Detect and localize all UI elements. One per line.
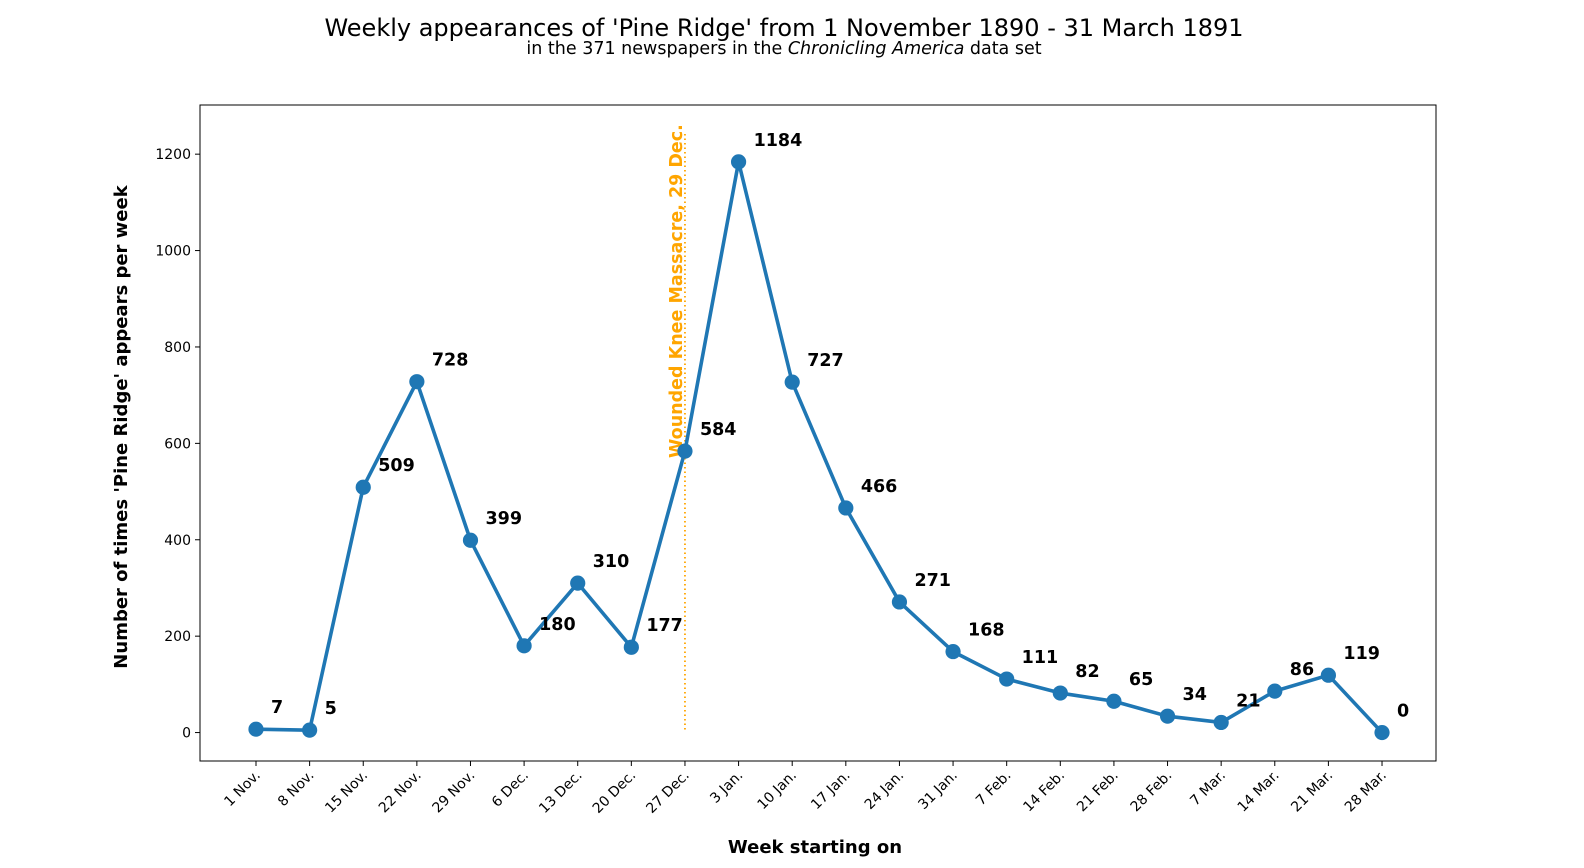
subtitle-prefix: in the 371 newspapers in the xyxy=(526,39,787,59)
x-tick-label: 17 Jan. xyxy=(808,768,853,813)
subtitle-emphasis: Chronicling America xyxy=(788,39,964,59)
data-label: 168 xyxy=(968,621,1005,641)
x-tick-label: 21 Mar. xyxy=(1288,768,1336,816)
data-point xyxy=(1320,667,1336,683)
data-point xyxy=(1267,683,1283,699)
y-axis-title: Number of times 'Pine Ridge' appears per… xyxy=(111,184,132,668)
data-point xyxy=(516,638,532,654)
x-tick-label: 31 Jan. xyxy=(915,768,960,813)
y-tick-label: 800 xyxy=(164,340,191,356)
data-label: 310 xyxy=(593,552,630,572)
data-label: 111 xyxy=(1022,648,1059,668)
chart-subtitle: in the 371 newspapers in the Chronicling… xyxy=(526,39,1041,59)
data-point xyxy=(999,671,1015,687)
data-point xyxy=(409,374,425,390)
x-tick-label: 1 Nov. xyxy=(221,768,263,810)
data-label: 82 xyxy=(1075,662,1099,682)
data-point xyxy=(730,154,747,170)
y-tick-label: 1200 xyxy=(155,147,191,163)
x-tick-label: 6 Dec. xyxy=(489,768,532,811)
data-point xyxy=(838,500,854,516)
x-tick-label: 20 Dec. xyxy=(590,768,639,817)
data-point xyxy=(945,643,961,660)
data-label: 5 xyxy=(325,699,337,719)
x-tick-label: 7 Feb. xyxy=(973,768,1014,809)
data-label: 1184 xyxy=(754,131,803,151)
x-tick-label: 7 Mar. xyxy=(1187,768,1229,810)
data-label: 728 xyxy=(432,351,469,371)
data-label: 0 xyxy=(1397,702,1409,722)
x-tick-label: 14 Feb. xyxy=(1020,768,1068,816)
data-label: 65 xyxy=(1129,670,1153,690)
y-tick-label: 1000 xyxy=(155,244,191,260)
x-tick-label: 24 Jan. xyxy=(862,768,907,813)
data-label: 119 xyxy=(1343,644,1380,664)
data-label: 7 xyxy=(271,698,283,718)
series-line xyxy=(254,160,1384,735)
x-tick-label: 3 Jan. xyxy=(707,768,746,807)
data-label: 466 xyxy=(861,477,898,497)
y-tick-label: 400 xyxy=(164,533,191,549)
data-point xyxy=(1052,685,1068,701)
x-tick-label: 21 Feb. xyxy=(1074,768,1122,816)
data-point xyxy=(302,722,318,738)
x-tick-label: 27 Dec. xyxy=(643,768,692,817)
x-axis-title: Week starting on xyxy=(728,837,902,858)
plot-frame xyxy=(199,104,1437,762)
x-tick-label: 28 Mar. xyxy=(1342,768,1390,816)
y-tick-label: 600 xyxy=(164,436,191,452)
chart-title: Weekly appearances of 'Pine Ridge' from … xyxy=(324,14,1243,42)
data-point xyxy=(462,532,479,548)
x-tick-label: 13 Dec. xyxy=(536,768,585,817)
data-point xyxy=(623,639,639,655)
data-point xyxy=(784,374,800,390)
data-point xyxy=(677,443,693,459)
subtitle-suffix: data set xyxy=(964,39,1041,59)
data-label: 86 xyxy=(1290,660,1314,680)
data-label: 509 xyxy=(378,456,415,476)
x-tick-label: 28 Feb. xyxy=(1128,768,1176,816)
data-label: 21 xyxy=(1236,691,1260,711)
data-label: 399 xyxy=(485,509,522,529)
data-point xyxy=(248,721,264,737)
x-tick-label: 22 Nov. xyxy=(376,768,425,817)
data-label: 727 xyxy=(807,351,844,371)
x-tick-label: 14 Mar. xyxy=(1235,768,1283,816)
data-point xyxy=(1374,724,1390,741)
x-tick-label: 29 Nov. xyxy=(430,768,479,817)
y-tick-label: 0 xyxy=(182,726,191,742)
data-label: 180 xyxy=(539,615,576,635)
data-point xyxy=(570,575,586,591)
annotation-label: Wounded Knee Massacre, 29 Dec. xyxy=(667,124,687,458)
x-tick-label: 8 Nov. xyxy=(275,768,317,810)
data-point xyxy=(1106,693,1122,709)
data-point xyxy=(1213,714,1229,731)
data-point xyxy=(891,594,908,610)
data-label: 271 xyxy=(914,571,951,591)
data-point xyxy=(355,479,371,495)
data-label: 177 xyxy=(646,616,683,636)
y-tick-label: 200 xyxy=(164,629,191,645)
data-label: 34 xyxy=(1183,685,1207,705)
plot-area: 0 200 400 600 800 1000 1200 1 Nov. 8 Nov. 15 Nov.… xyxy=(155,104,1437,817)
x-tick-label: 10 Jan. xyxy=(755,768,800,813)
x-tick-label: 15 Nov. xyxy=(322,768,371,817)
data-point xyxy=(1159,708,1176,724)
data-label: 584 xyxy=(700,420,737,440)
